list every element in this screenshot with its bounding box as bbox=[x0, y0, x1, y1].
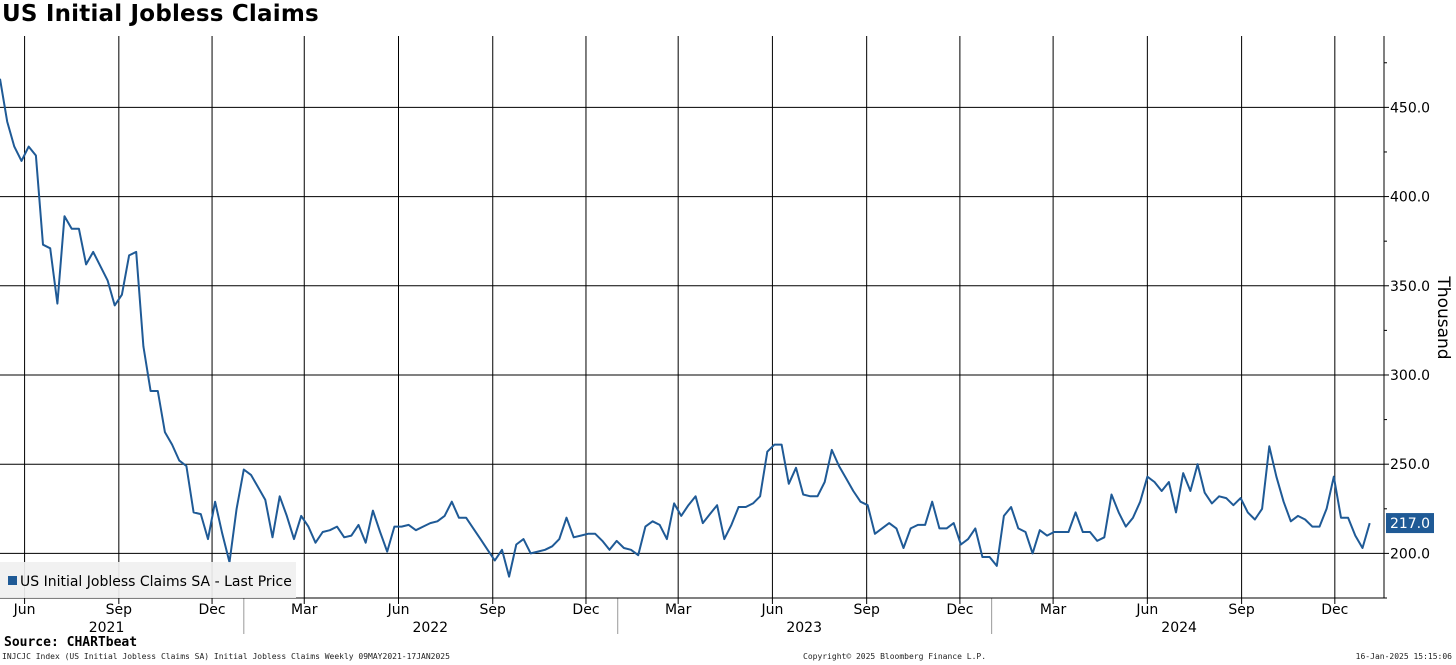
year-label: 2021 bbox=[89, 620, 125, 636]
x-tick-label: Sep bbox=[853, 602, 880, 618]
x-tick-label: Mar bbox=[291, 602, 318, 618]
chart-title: US Initial Jobless Claims bbox=[2, 1, 319, 27]
series-layer bbox=[0, 78, 1371, 578]
legend-swatch bbox=[8, 576, 17, 585]
x-tick-label: Sep bbox=[1228, 602, 1255, 618]
y-tick-label: 250.0 bbox=[1390, 457, 1430, 473]
legend-entry: US Initial Jobless Claims SA - Last Pric… bbox=[20, 574, 292, 590]
x-tick-label: Dec bbox=[572, 602, 599, 618]
x-tick-label: Sep bbox=[480, 602, 507, 618]
y-tick-label: 450.0 bbox=[1390, 100, 1430, 116]
x-tick-label: Jun bbox=[387, 602, 410, 618]
footer-copyright: Copyright© 2025 Bloomberg Finance L.P. bbox=[803, 652, 987, 661]
y-axis-title: Thousand bbox=[1433, 275, 1453, 359]
x-tick-label: Dec bbox=[199, 602, 226, 618]
x-tick-label: Mar bbox=[1040, 602, 1067, 618]
axis-layer: 450.0 400.0 350.0 300.0 250.0 200.0 Jun Sep Dec M… bbox=[0, 36, 1453, 636]
x-tick-label: Jun bbox=[760, 602, 783, 618]
legend-box bbox=[0, 562, 296, 598]
source-note: Source: CHARTbeat bbox=[4, 635, 138, 650]
footer-series-info: INJCJC Index (US Initial Jobless Claims … bbox=[2, 652, 450, 661]
x-tick-label: Jun bbox=[13, 602, 36, 618]
y-tick-label: 400.0 bbox=[1390, 190, 1430, 206]
x-tick-label: Dec bbox=[946, 602, 973, 618]
year-label: 2024 bbox=[1161, 620, 1197, 636]
x-tick-label: Sep bbox=[106, 602, 133, 618]
year-label: 2022 bbox=[412, 620, 448, 636]
last-value-badge bbox=[1386, 513, 1434, 534]
y-tick-label: 300.0 bbox=[1390, 368, 1430, 384]
x-tick-label: Jun bbox=[1135, 602, 1158, 618]
footer-timestamp: 16-Jan-2025 15:15:06 bbox=[1355, 652, 1452, 661]
x-tick-label: Mar bbox=[665, 602, 692, 618]
last-value-label: 217.0 bbox=[1390, 516, 1430, 532]
grid-layer bbox=[0, 36, 1384, 604]
y-tick-label: 350.0 bbox=[1390, 279, 1430, 295]
legend: US Initial Jobless Claims SA - Last Pric… bbox=[0, 562, 296, 598]
x-tick-label: Dec bbox=[1321, 602, 1348, 618]
series-line bbox=[0, 78, 1371, 578]
year-label: 2023 bbox=[786, 620, 822, 636]
y-tick-label: 200.0 bbox=[1390, 546, 1430, 562]
